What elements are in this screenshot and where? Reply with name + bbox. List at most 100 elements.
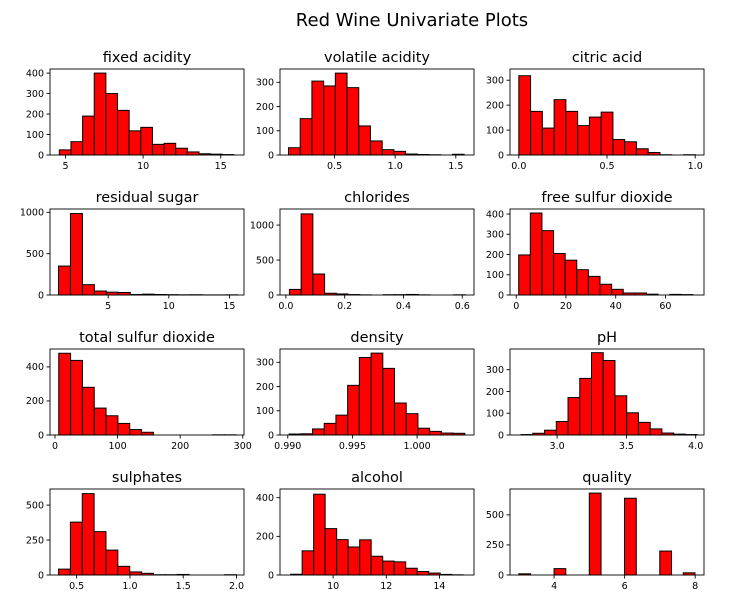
total-sulfur-dioxide-bar-3 <box>93 407 107 436</box>
fixed-acidity-title: fixed acidity <box>103 50 192 66</box>
ph-bar-3 <box>555 421 569 436</box>
panel-sulphates: sulphates 0.5 1.0 1.5 2.0 0 250 500 <box>26 470 245 592</box>
density-bar-9 <box>394 402 407 436</box>
total-sulfur-dioxide-xtick-label: 100 <box>109 441 127 452</box>
ph-xtick-label: 3.0 <box>550 441 565 452</box>
alcohol-xtick-label: 10 <box>327 581 339 592</box>
sulphates-xtick-label: 0.5 <box>69 581 84 592</box>
alcohol-bar-2 <box>313 493 326 576</box>
fixed-acidity-bar-9 <box>163 142 177 156</box>
free-sulfur-dioxide-axes-frame <box>509 208 705 296</box>
residual-sugar-ytick-label: 1000 <box>20 208 44 219</box>
free-sulfur-dioxide-bar-1 <box>529 212 543 296</box>
citric-acid-bar-1 <box>530 110 543 156</box>
density-xtick-label: 0.990 <box>274 441 301 452</box>
ph-ytick-label: 100 <box>486 409 504 420</box>
citric-acid-bar-5 <box>577 125 590 156</box>
citric-acid-ytick-label: 0 <box>498 150 504 161</box>
panel-citric-acid: citric acid 0.0 0.5 1.0 0 100 200 300 <box>486 50 705 172</box>
panel-density: density 0.990 0.995 1.000 0 100 200 300 <box>256 330 475 452</box>
panel-alcohol: alcohol 10 12 14 0 200 400 <box>256 470 475 592</box>
fixed-acidity-bar-2 <box>82 115 95 156</box>
fixed-acidity-bar-0 <box>58 149 72 156</box>
free-sulfur-dioxide-bar-6 <box>587 275 601 296</box>
free-sulfur-dioxide-xtick-label: 60 <box>659 301 671 312</box>
total-sulfur-dioxide-xtick-label: 0 <box>52 441 58 452</box>
sulphates-bar-1 <box>69 521 83 576</box>
citric-acid-ytick-label: 300 <box>486 76 504 87</box>
quality-bar-12 <box>659 550 673 576</box>
density-bar-11 <box>417 427 431 436</box>
ph-bar-9 <box>626 412 639 436</box>
free-sulfur-dioxide-ytick-label: 0 <box>498 290 504 301</box>
density-bar-10 <box>405 413 419 436</box>
volatile-acidity-xtick-label: 1.5 <box>448 161 463 172</box>
density-title: density <box>350 330 404 346</box>
density-bar-3 <box>323 422 337 436</box>
chlorides-xtick-label: 0.2 <box>337 301 352 312</box>
alcohol-ytick-label: 200 <box>256 532 274 543</box>
density-ytick-label: 200 <box>256 382 274 393</box>
fixed-acidity-bar-6 <box>128 130 142 156</box>
density-xtick-label: 0.995 <box>339 441 366 452</box>
total-sulfur-dioxide-ytick-label: 400 <box>26 362 44 373</box>
quality-ytick-label: 500 <box>486 510 504 521</box>
ph-ytick-label: 200 <box>486 387 504 398</box>
ph-title: pH <box>597 330 617 346</box>
citric-acid-bar-9 <box>624 141 637 156</box>
free-sulfur-dioxide-ytick-label: 100 <box>486 270 504 281</box>
fixed-acidity-bar-10 <box>175 147 188 156</box>
residual-sugar-xtick-label: 10 <box>163 301 175 312</box>
density-bar-12 <box>429 430 442 436</box>
residual-sugar-bar-0 <box>57 265 71 296</box>
residual-sugar-ytick-label: 500 <box>26 249 44 260</box>
alcohol-xtick-label: 14 <box>433 581 445 592</box>
total-sulfur-dioxide-xtick-label: 200 <box>171 441 189 452</box>
chlorides-xtick-label: 0.6 <box>455 301 470 312</box>
fixed-acidity-xtick-label: 10 <box>137 161 149 172</box>
citric-acid-bar-4 <box>565 110 579 156</box>
chlorides-ytick-label: 500 <box>256 255 274 266</box>
alcohol-title: alcohol <box>351 470 403 486</box>
fixed-acidity-axes-frame <box>49 68 245 156</box>
citric-acid-bar-8 <box>612 139 626 156</box>
volatile-acidity-ytick-label: 0 <box>268 150 274 161</box>
total-sulfur-dioxide-bar-4 <box>105 415 119 436</box>
citric-acid-xtick-label: 0.0 <box>511 161 526 172</box>
chlorides-bar-0 <box>288 288 302 296</box>
panel-total-sulfur-dioxide: total sulfur dioxide 0 100 200 300 0 200 400 <box>26 330 252 452</box>
quality-ytick-label: 0 <box>498 570 504 581</box>
volatile-acidity-bar-1 <box>299 118 313 156</box>
fixed-acidity-ytick-label: 200 <box>26 109 44 120</box>
chlorides-bar-1 <box>300 213 314 296</box>
alcohol-xtick-label: 12 <box>380 581 392 592</box>
citric-acid-bar-0 <box>518 75 532 156</box>
fixed-acidity-bar-8 <box>151 143 165 156</box>
free-sulfur-dioxide-bar-8 <box>611 288 624 296</box>
density-ytick-label: 300 <box>256 358 274 369</box>
ph-xtick-label: 4.0 <box>688 441 703 452</box>
volatile-acidity-title: volatile acidity <box>324 50 430 66</box>
residual-sugar-bar-2 <box>81 284 95 296</box>
quality-xtick-label: 8 <box>692 581 698 592</box>
ph-ytick-label: 0 <box>498 430 504 441</box>
chlorides-axes-frame <box>279 208 475 296</box>
citric-acid-bar-3 <box>553 99 567 156</box>
alcohol-bar-4 <box>336 539 349 576</box>
panel-chlorides: chlorides 0.0 0.2 0.4 0.6 0 500 1000 <box>250 190 475 312</box>
sulphates-bar-4 <box>105 549 119 576</box>
alcohol-bar-9 <box>393 561 407 576</box>
fixed-acidity-ytick-label: 400 <box>26 68 44 79</box>
ph-bar-7 <box>602 360 616 436</box>
sulphates-xtick-label: 1.5 <box>176 581 191 592</box>
ph-bar-11 <box>649 428 663 436</box>
fixed-acidity-bar-3 <box>93 72 107 156</box>
sulphates-bar-6 <box>129 571 143 576</box>
ph-ytick-label: 300 <box>486 365 504 376</box>
citric-acid-ytick-label: 200 <box>486 100 504 111</box>
density-bar-6 <box>358 356 372 436</box>
alcohol-bar-6 <box>359 539 372 576</box>
total-sulfur-dioxide-title: total sulfur dioxide <box>79 330 215 346</box>
ph-axes-frame <box>509 348 705 436</box>
